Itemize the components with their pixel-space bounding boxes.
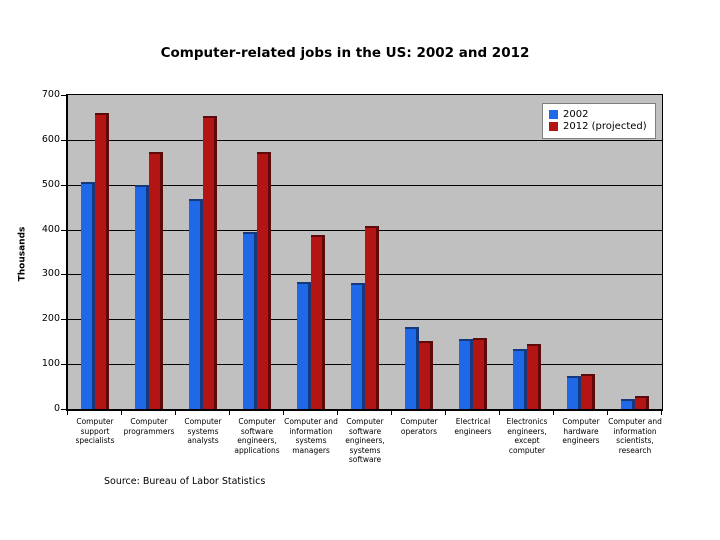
- y-tick-mark-300: [61, 274, 66, 276]
- x-category-label-5: Computer software engineers, systems sof…: [345, 417, 385, 464]
- y-tick-label-200: 200: [41, 313, 60, 325]
- bar-series1-cat7: [473, 338, 487, 409]
- legend-item-1: 2012 (projected): [549, 121, 649, 132]
- x-tick-mark-5: [337, 411, 338, 415]
- y-tick-mark-100: [61, 364, 66, 366]
- y-tick-mark-400: [61, 229, 66, 231]
- x-tick-mark-10: [607, 411, 608, 415]
- y-tick-label-700: 700: [41, 89, 60, 100]
- bar-series1-cat4: [311, 235, 325, 409]
- bar-series0-cat2: [189, 199, 203, 409]
- x-category-label-1: Computer programmers: [123, 417, 175, 436]
- x-category-label-7: Electrical engineers: [454, 417, 492, 436]
- y-tick-mark-600: [61, 139, 66, 141]
- chart-title: Computer-related jobs in the US: 2002 an…: [160, 45, 530, 61]
- y-tick-label-400: 400: [41, 223, 60, 235]
- bar-series0-cat5: [351, 283, 365, 409]
- x-category-label-8: Electronics engineers, except computer: [506, 417, 548, 455]
- x-category-label-2: Computer systems analysts: [184, 417, 222, 445]
- bar-series1-cat1: [149, 152, 163, 409]
- y-tick-mark-0: [61, 409, 66, 410]
- x-tick-mark-0: [67, 411, 68, 415]
- x-tick-mark-11: [661, 411, 662, 415]
- legend-label-0: 2002: [563, 109, 589, 120]
- bar-series1-cat5: [365, 226, 379, 409]
- legend-swatch-0: [549, 110, 558, 119]
- x-tick-mark-6: [391, 411, 392, 415]
- bar-series0-cat6: [405, 327, 419, 409]
- y-tick-mark-200: [61, 319, 66, 321]
- legend-swatch-1: [549, 122, 558, 131]
- y-tick-mark-700: [61, 95, 66, 96]
- bar-series0-cat9: [567, 376, 581, 409]
- x-tick-mark-2: [175, 411, 176, 415]
- bar-series1-cat3: [257, 152, 271, 409]
- bar-series1-cat8: [527, 344, 541, 409]
- bar-series1-cat0: [95, 113, 109, 409]
- x-category-label-4: Computer and information systems manager…: [284, 417, 338, 455]
- x-category-label-3: Computer software engineers, application…: [234, 417, 280, 455]
- gridline-500: [68, 184, 662, 186]
- x-tick-mark-1: [121, 411, 122, 415]
- y-tick-label-300: 300: [41, 268, 60, 280]
- bar-series0-cat7: [459, 339, 473, 409]
- legend: 2002 2012 (projected): [542, 103, 656, 139]
- x-tick-mark-7: [445, 411, 446, 415]
- x-category-label-6: Computer operators: [400, 417, 438, 436]
- x-tick-mark-9: [553, 411, 554, 415]
- bar-series1-cat2: [203, 116, 217, 409]
- x-category-label-9: Computer hardware engineers: [562, 417, 600, 445]
- bar-series0-cat0: [81, 182, 95, 409]
- legend-item-0: 2002: [549, 109, 649, 120]
- bar-series1-cat10: [635, 396, 649, 409]
- y-tick-label-100: 100: [41, 358, 60, 370]
- bar-series0-cat10: [621, 399, 635, 409]
- x-category-label-0: Computer support specialists: [75, 417, 115, 445]
- x-tick-mark-3: [229, 411, 230, 415]
- gridline-600: [68, 139, 662, 141]
- bar-series0-cat1: [135, 185, 149, 409]
- legend-label-1: 2012 (projected): [563, 121, 647, 132]
- bar-series1-cat9: [581, 374, 595, 409]
- plot-area: 2002 2012 (projected): [66, 94, 663, 411]
- bar-series1-cat6: [419, 341, 433, 409]
- source-note: Source: Bureau of Labor Statistics: [104, 476, 266, 487]
- y-tick-label-0: 0: [53, 403, 60, 414]
- x-category-label-10: Computer and information scientists, res…: [608, 417, 662, 455]
- y-tick-mark-500: [61, 184, 66, 186]
- bar-series0-cat4: [297, 282, 311, 409]
- bar-series0-cat3: [243, 232, 257, 409]
- y-tick-label-500: 500: [41, 178, 60, 190]
- x-tick-mark-4: [283, 411, 284, 415]
- bar-series0-cat8: [513, 349, 527, 409]
- x-tick-mark-8: [499, 411, 500, 415]
- y-tick-label-600: 600: [41, 133, 60, 145]
